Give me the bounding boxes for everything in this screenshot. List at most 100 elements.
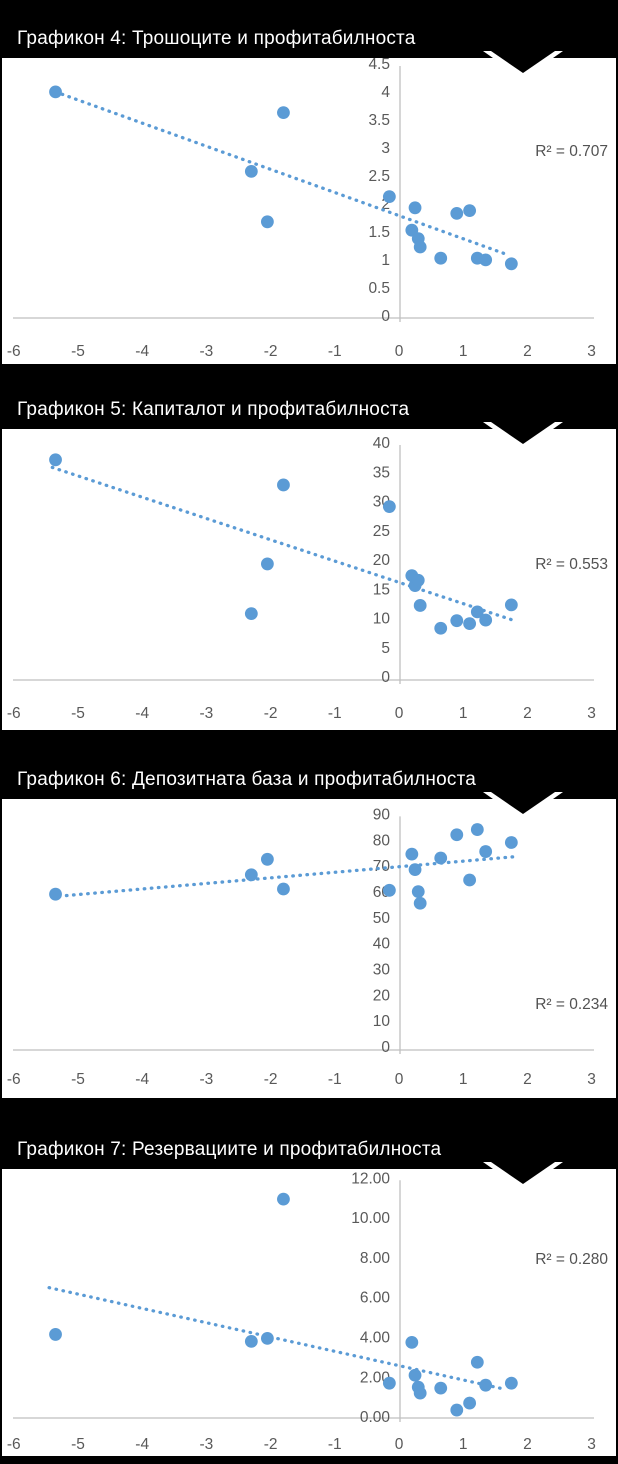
data-point (277, 106, 290, 119)
r-squared-label: R² = 0.553 (535, 556, 608, 573)
x-tick-label: -3 (200, 1436, 214, 1453)
y-tick-label: 2.00 (360, 1369, 391, 1386)
y-tick-label: 12.00 (351, 1170, 390, 1187)
data-point (463, 204, 477, 218)
data-point (411, 573, 425, 587)
x-tick-label: -2 (264, 1071, 278, 1088)
header-notch (491, 792, 555, 814)
header-notch (491, 51, 555, 73)
chart-panel: 0 0.5 1 1.5 2 2.5 3 3.5 4 4.5 -6 -5 -4 -3 -2 -1 0 1 2 3 R² =… (0, 56, 618, 366)
trendline (50, 465, 517, 623)
y-tick-label: 10.00 (351, 1210, 390, 1227)
y-tick-label: 40 (373, 435, 391, 452)
x-tick-label: -5 (71, 343, 85, 360)
y-tick-label: 35 (373, 464, 390, 481)
data-point (49, 85, 62, 99)
x-tick-label: -5 (71, 1071, 85, 1088)
data-point (470, 823, 484, 836)
y-tick-label: 2.5 (368, 168, 390, 185)
data-point (244, 1334, 258, 1348)
data-point (260, 1332, 274, 1345)
y-tick-label: 10 (373, 611, 391, 628)
x-tick-label: -1 (328, 705, 342, 722)
data-point (405, 1335, 419, 1349)
x-tick-label: 1 (459, 1071, 468, 1088)
x-tick-label: -6 (7, 343, 21, 360)
y-tick-label: 0 (381, 1039, 390, 1056)
x-tick-label: 1 (459, 1436, 468, 1453)
data-point (450, 828, 464, 842)
x-tick-label: -4 (135, 705, 149, 722)
data-point (260, 852, 274, 866)
chart-title: Графикон 4: Трошоците и профитабилноста (17, 28, 416, 49)
x-tick-label: 3 (587, 705, 596, 722)
x-tick-label: -1 (328, 343, 342, 360)
data-point (244, 868, 258, 882)
data-point (479, 613, 493, 627)
x-tick-label: 0 (395, 1071, 404, 1088)
y-tick-label: 25 (373, 523, 390, 540)
x-tick-label: 1 (459, 343, 468, 360)
x-tick-label: -3 (200, 343, 214, 360)
r-squared-label: R² = 0.234 (535, 996, 608, 1013)
header-notch (491, 422, 555, 444)
data-point (382, 190, 396, 204)
data-point (382, 883, 396, 897)
y-tick-label: 90 (373, 806, 391, 823)
x-tick-label: 2 (523, 705, 532, 722)
x-tick-label: -2 (264, 343, 278, 360)
data-point (470, 1355, 484, 1369)
y-tick-label: 0.00 (360, 1409, 391, 1426)
x-tick-label: -5 (71, 705, 85, 722)
x-tick-label: -3 (200, 1071, 214, 1088)
x-tick-label: 0 (395, 705, 404, 722)
x-tick-label: -1 (328, 1436, 342, 1453)
y-tick-label: 4.5 (368, 58, 390, 73)
x-tick-label: -6 (7, 1071, 21, 1088)
x-tick-label: -1 (328, 1071, 342, 1088)
chart-header-bar: Графикон 5: Капиталот и профитабилноста (0, 366, 618, 427)
bottom-black-strip (0, 1458, 618, 1464)
y-tick-label: 3 (381, 140, 390, 157)
y-tick-label: 6.00 (360, 1290, 391, 1307)
data-point (504, 1376, 518, 1390)
trendline (50, 855, 517, 899)
y-tick-label: 1 (381, 252, 390, 269)
y-tick-label: 4.00 (360, 1329, 391, 1346)
data-point (434, 251, 448, 265)
data-point (434, 1381, 448, 1395)
chart-header-bar: Графикон 7: Резервациите и профитабилнос… (0, 1100, 618, 1167)
x-tick-label: -2 (264, 705, 278, 722)
y-tick-label: 2 (381, 196, 390, 213)
data-point (408, 863, 422, 877)
data-point (277, 478, 290, 492)
y-tick-label: 15 (373, 581, 390, 598)
data-point (49, 1328, 62, 1341)
chart-header-bar: Графикон 4: Трошоците и профитабилноста (0, 0, 618, 56)
x-tick-label: -2 (264, 1436, 278, 1453)
x-tick-label: -6 (7, 705, 21, 722)
chart-panel: 0.00 2.00 4.00 6.00 8.00 10.00 12.00 -6 -5 -4 -3 -2… (0, 1167, 618, 1458)
data-point (450, 614, 464, 628)
x-tick-label: -6 (7, 1436, 21, 1453)
data-point (413, 896, 427, 910)
chart-panel: 0 5 10 15 20 25 30 35 40 -6 -5 -4 -3 -2 -1 0 1 2 3 R² = 0.5… (0, 427, 618, 732)
data-point (463, 617, 477, 630)
data-point (504, 836, 518, 849)
data-point (260, 557, 274, 571)
y-tick-label: 0 (381, 669, 390, 686)
x-tick-label: 3 (587, 1436, 596, 1453)
trendline (47, 1286, 508, 1392)
x-tick-label: -4 (135, 1071, 149, 1088)
data-point (479, 845, 493, 858)
data-point (49, 887, 62, 901)
data-point (382, 1376, 396, 1390)
data-point (434, 851, 448, 865)
data-point (463, 1396, 477, 1410)
data-point (405, 847, 419, 861)
y-tick-label: 8.00 (360, 1250, 391, 1267)
header-notch (491, 1162, 555, 1184)
y-tick-label: 80 (373, 832, 391, 849)
